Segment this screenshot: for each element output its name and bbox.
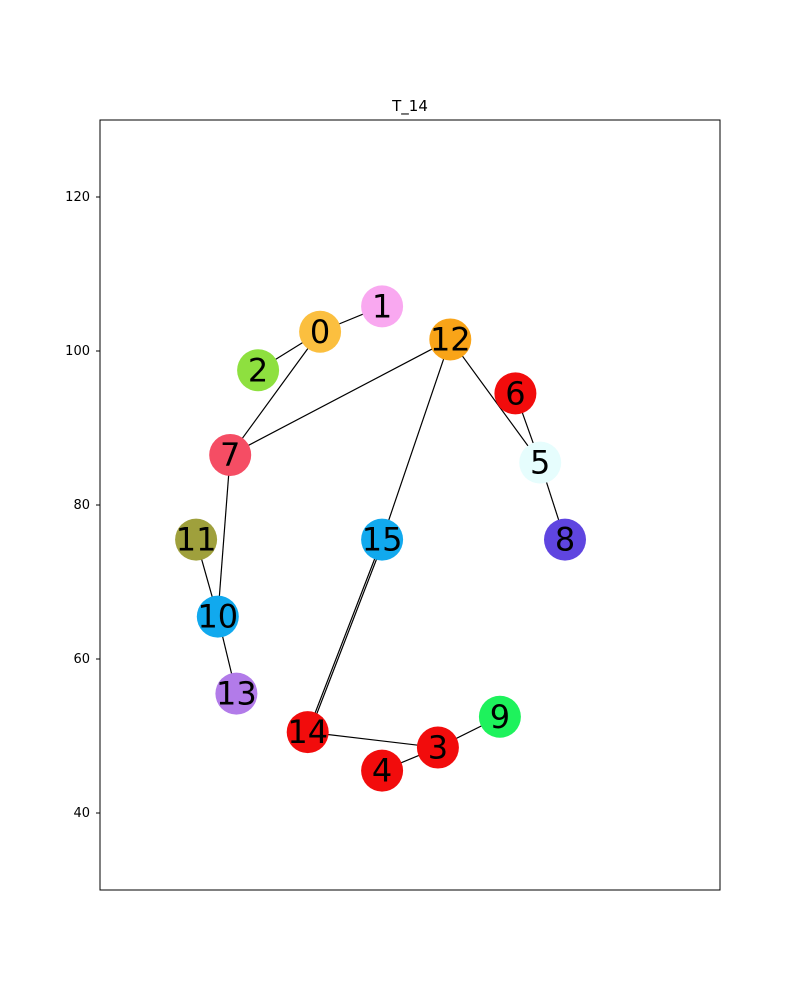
node-11: 11 xyxy=(175,518,218,561)
plot-frame xyxy=(99,119,721,891)
node-10: 10 xyxy=(196,595,239,638)
node-14: 14 xyxy=(286,711,329,754)
node-circle xyxy=(286,711,329,754)
node-label: 4 xyxy=(372,752,392,790)
node-9: 9 xyxy=(478,695,521,738)
node-label: 5 xyxy=(530,444,550,482)
y-tick-label: 40 xyxy=(73,806,90,821)
y-tick-label: 100 xyxy=(65,344,90,359)
node-label: 13 xyxy=(216,675,257,713)
node-label: 7 xyxy=(220,436,240,474)
node-circle xyxy=(361,749,404,792)
node-circle xyxy=(196,595,239,638)
node-13: 13 xyxy=(215,672,258,715)
node-6: 6 xyxy=(494,372,537,415)
node-label: 11 xyxy=(176,521,217,559)
node-5: 5 xyxy=(519,441,562,484)
chart-title: T_14 xyxy=(391,97,428,116)
node-12: 12 xyxy=(429,318,472,361)
y-tick-label: 120 xyxy=(65,190,90,205)
y-tick-label: 60 xyxy=(73,652,90,667)
node-label: 14 xyxy=(287,713,328,751)
node-7: 7 xyxy=(209,433,252,476)
edge-7-12 xyxy=(229,338,451,456)
node-circle xyxy=(494,372,537,415)
node-circle xyxy=(237,349,280,392)
node-circle xyxy=(416,726,459,769)
node-label: 9 xyxy=(490,698,510,736)
node-label: 12 xyxy=(430,320,471,358)
y-tick-label: 80 xyxy=(73,498,90,513)
node-label: 15 xyxy=(362,521,403,559)
edge-12-15 xyxy=(381,339,451,540)
node-label: 6 xyxy=(505,374,525,412)
node-circle xyxy=(209,433,252,476)
y-axis: 40 60 80 100 120 xyxy=(65,190,100,821)
edge-15-14 xyxy=(307,539,383,733)
node-2: 2 xyxy=(237,349,280,392)
node-4: 4 xyxy=(361,749,404,792)
edge-7-10 xyxy=(217,454,231,617)
node-label: 10 xyxy=(197,598,238,636)
node-label: 0 xyxy=(310,313,330,351)
node-label: 2 xyxy=(248,351,268,389)
node-circle xyxy=(175,518,218,561)
node-circle xyxy=(215,672,258,715)
node-15: 15 xyxy=(361,518,404,561)
node-label: 3 xyxy=(428,729,448,767)
node-label: 1 xyxy=(372,287,392,325)
edge-15-14 xyxy=(309,539,385,733)
node-circle xyxy=(361,518,404,561)
edge-0-7 xyxy=(229,331,321,456)
node-8: 8 xyxy=(544,518,586,561)
node-circle xyxy=(478,695,521,738)
node-3: 3 xyxy=(416,726,459,769)
node-label: 8 xyxy=(555,521,575,559)
edge-14-3 xyxy=(307,731,438,749)
node-circle xyxy=(544,518,586,561)
node-circle xyxy=(519,441,562,484)
edge-12-5 xyxy=(449,339,541,464)
node-1: 1 xyxy=(361,285,404,328)
node-circle xyxy=(429,318,472,361)
node-0: 0 xyxy=(299,310,342,353)
node-circle xyxy=(361,285,404,328)
node-circle xyxy=(299,310,342,353)
